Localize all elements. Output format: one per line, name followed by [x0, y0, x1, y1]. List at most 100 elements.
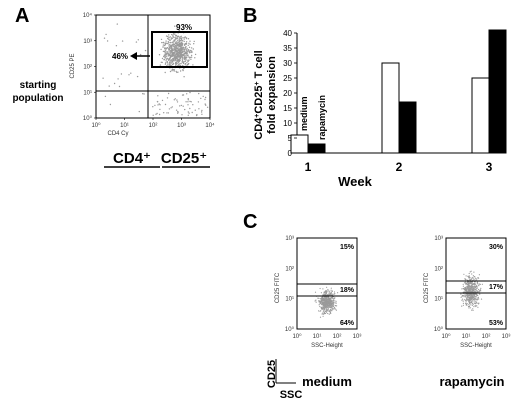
event-dot [167, 37, 169, 40]
event-dot [327, 309, 329, 311]
event-dot [103, 37, 106, 39]
event-dot [329, 312, 331, 314]
event-dot [468, 289, 470, 291]
event-dot [196, 114, 198, 116]
event-dot [463, 287, 466, 289]
event-dot [317, 297, 319, 299]
event-dot [461, 305, 463, 307]
event-dot [200, 111, 203, 113]
event-dot [471, 288, 473, 290]
series-label-medium: medium [299, 96, 309, 131]
event-dot [467, 298, 469, 300]
event-dot [168, 62, 171, 64]
event-dot [172, 35, 174, 38]
event-dot [184, 64, 186, 66]
chart-ylabel: CD4+CD25+ T cell fold expansion [253, 50, 278, 140]
event-dot [320, 301, 322, 303]
event-dot [322, 288, 324, 290]
event-dot [187, 99, 189, 101]
event-dot [180, 54, 182, 56]
event-dot [337, 292, 339, 294]
event-dot [467, 295, 469, 297]
event-dot [314, 291, 317, 293]
event-dot [179, 36, 181, 38]
y-tick-label: 10⁰ [83, 115, 93, 122]
event-dot [169, 55, 171, 57]
event-dot [178, 39, 180, 41]
event-dot [334, 302, 336, 304]
event-dot [138, 110, 140, 113]
event-dot [323, 292, 325, 294]
event-dot [178, 44, 181, 47]
event-dot [329, 305, 332, 307]
cd25-label: CD25⁺ [161, 150, 207, 167]
event-dot [190, 47, 193, 49]
event-dot [478, 302, 480, 304]
event-dot [324, 301, 326, 304]
event-dot [330, 291, 332, 293]
event-dot [319, 303, 321, 305]
event-dot [331, 290, 333, 292]
event-dot [182, 61, 185, 63]
event-dot [325, 293, 327, 296]
event-dot [184, 43, 186, 45]
event-dot [182, 50, 185, 52]
event-dot [180, 46, 182, 48]
event-dot [164, 62, 167, 64]
panel-b-letter: B [243, 5, 257, 27]
event-dot [178, 52, 180, 55]
event-dot [158, 113, 161, 116]
event-dot [128, 74, 130, 76]
event-dot [330, 301, 332, 303]
chart-xlabel: Week [338, 174, 372, 189]
event-dot [172, 43, 174, 46]
event-dot [318, 310, 320, 312]
plot-label-medium: medium [302, 374, 352, 389]
event-dot [172, 59, 174, 62]
y-tick-label: 10² [83, 65, 92, 71]
event-dot [469, 301, 471, 304]
event-dot [333, 304, 335, 306]
event-dot [470, 278, 472, 280]
event-dot [463, 289, 465, 291]
event-dot [174, 40, 176, 42]
event-dot [170, 49, 173, 52]
event-dot [468, 282, 470, 284]
event-dot [465, 275, 467, 277]
event-dot [187, 101, 189, 103]
event-dot [468, 298, 470, 301]
event-dot [154, 104, 156, 107]
event-dot [113, 82, 116, 85]
event-dot [471, 301, 473, 303]
event-dot [462, 287, 464, 290]
event-dot [335, 300, 337, 302]
dotplot-a-x-ticks: 10⁰ 10¹ 10² 10³ 10⁴ [91, 118, 215, 129]
event-dot [168, 34, 170, 36]
event-dot [469, 307, 472, 309]
event-dot [163, 55, 165, 58]
event-dot [474, 297, 476, 299]
event-dot [470, 294, 472, 296]
event-dot [330, 287, 332, 289]
event-dot [324, 304, 326, 306]
event-dot [315, 301, 317, 303]
event-dot [198, 108, 200, 110]
event-dot [192, 64, 194, 66]
event-dot [470, 304, 472, 306]
event-dot [164, 47, 166, 49]
quadrant-percent: 64% [340, 320, 355, 327]
event-dot [323, 294, 325, 296]
event-dot [473, 283, 475, 285]
event-dot [157, 104, 159, 106]
event-dot [206, 106, 209, 109]
event-dot [169, 52, 171, 55]
event-dot [171, 37, 173, 39]
event-dot [475, 288, 477, 290]
event-dot [469, 285, 471, 287]
event-dot [176, 60, 178, 62]
event-dot [472, 294, 474, 296]
y-tick-label: 10² [285, 266, 294, 272]
